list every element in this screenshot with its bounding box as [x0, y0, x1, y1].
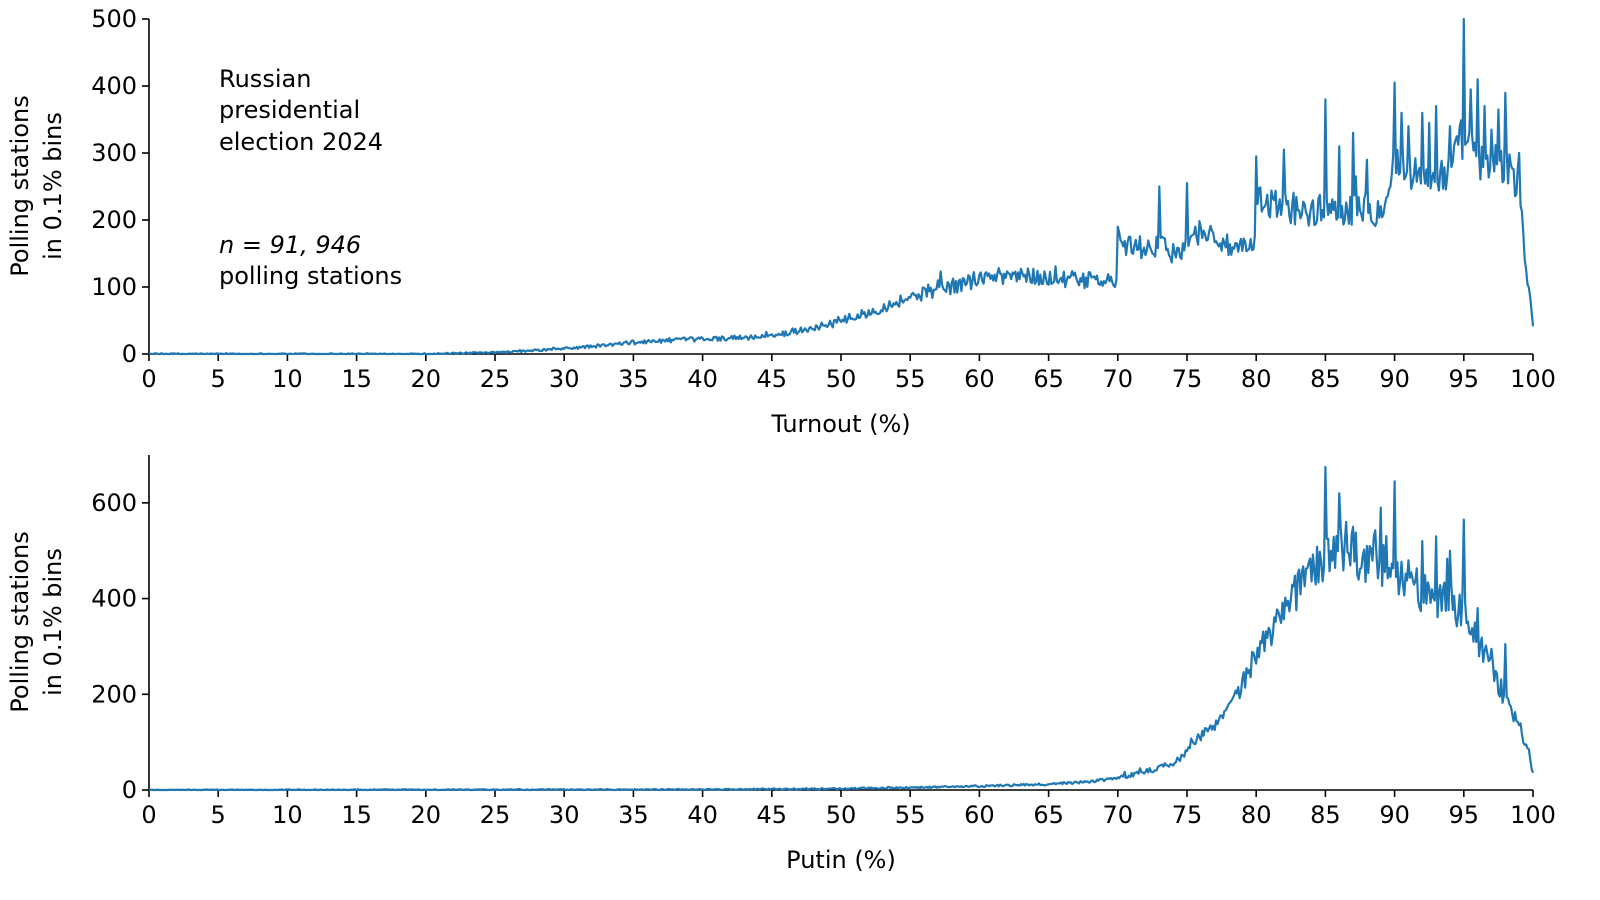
x-tick-label: 50 [826, 365, 857, 393]
x-tick-label: 90 [1379, 365, 1410, 393]
y-tick-label: 400 [91, 72, 137, 100]
annotation-n-label: n = 91, 946 [219, 231, 361, 259]
y-tick-label: 600 [91, 489, 137, 517]
turnout-panel: Russian presidential election 2024 n = 9… [6, 5, 1556, 438]
y-axis-label-line-2: in 0.1% bins [39, 112, 67, 260]
x-tick-label: 40 [687, 365, 718, 393]
y-tick-label: 500 [91, 5, 137, 33]
x-tick-label: 70 [1103, 801, 1134, 829]
x-tick-label: 25 [480, 365, 511, 393]
x-tick-label: 70 [1103, 365, 1134, 393]
x-tick-label: 100 [1510, 801, 1556, 829]
x-tick-label: 75 [1172, 365, 1203, 393]
x-tick-label: 0 [141, 365, 156, 393]
y-tick-label: 200 [91, 680, 137, 708]
y-tick-label: 100 [91, 273, 137, 301]
x-tick-label: 65 [1033, 365, 1064, 393]
x-tick-label: 95 [1449, 801, 1480, 829]
x-tick-label: 80 [1241, 801, 1272, 829]
x-tick-label: 0 [141, 801, 156, 829]
annotation-title-line-3: election 2024 [219, 128, 383, 156]
x-tick-label: 35 [618, 365, 649, 393]
annotation-title-line-1: Russian [219, 65, 311, 93]
x-tick-label: 55 [895, 801, 926, 829]
putin-panel: Putin (%) Polling stations in 0.1% bins … [6, 455, 1556, 874]
y-axis-label-line-2: in 0.1% bins [39, 548, 67, 696]
y-tick-label: 300 [91, 139, 137, 167]
x-tick-label: 80 [1241, 365, 1272, 393]
y-tick-label: 0 [122, 776, 137, 804]
histogram-line-putin [148, 465, 1535, 792]
x-tick-label: 30 [549, 365, 580, 393]
x-tick-label: 90 [1379, 801, 1410, 829]
y-axis-label-line-1: Polling stations [6, 531, 34, 712]
x-tick-label: 20 [411, 365, 442, 393]
x-tick-label: 30 [549, 801, 580, 829]
x-tick-label: 25 [480, 801, 511, 829]
y-axis-label-line-1: Polling stations [6, 95, 34, 276]
x-tick-label: 65 [1033, 801, 1064, 829]
x-tick-label: 95 [1449, 365, 1480, 393]
y-tick-label: 400 [91, 585, 137, 613]
x-tick-label: 55 [895, 365, 926, 393]
x-tick-label: 45 [757, 801, 788, 829]
x-tick-label: 15 [341, 365, 372, 393]
annotation-title-line-2: presidential [219, 96, 360, 124]
y-tick-label: 0 [122, 340, 137, 368]
histogram-line-turnout [148, 17, 1535, 356]
x-tick-label: 85 [1310, 801, 1341, 829]
x-axis-label: Putin (%) [786, 846, 896, 874]
x-tick-label: 75 [1172, 801, 1203, 829]
x-axis-label: Turnout (%) [770, 410, 910, 438]
x-tick-label: 60 [964, 801, 995, 829]
x-tick-label: 35 [618, 801, 649, 829]
x-tick-label: 60 [964, 365, 995, 393]
x-tick-label: 5 [211, 365, 226, 393]
x-tick-label: 10 [272, 801, 303, 829]
x-tick-label: 40 [687, 801, 718, 829]
y-tick-label: 200 [91, 206, 137, 234]
x-tick-label: 50 [826, 801, 857, 829]
x-tick-label: 45 [757, 365, 788, 393]
x-tick-label: 10 [272, 365, 303, 393]
x-tick-label: 20 [411, 801, 442, 829]
x-tick-label: 5 [211, 801, 226, 829]
x-tick-label: 15 [341, 801, 372, 829]
annotation-n-sublabel: polling stations [219, 262, 402, 290]
x-tick-label: 100 [1510, 365, 1556, 393]
x-tick-label: 85 [1310, 365, 1341, 393]
